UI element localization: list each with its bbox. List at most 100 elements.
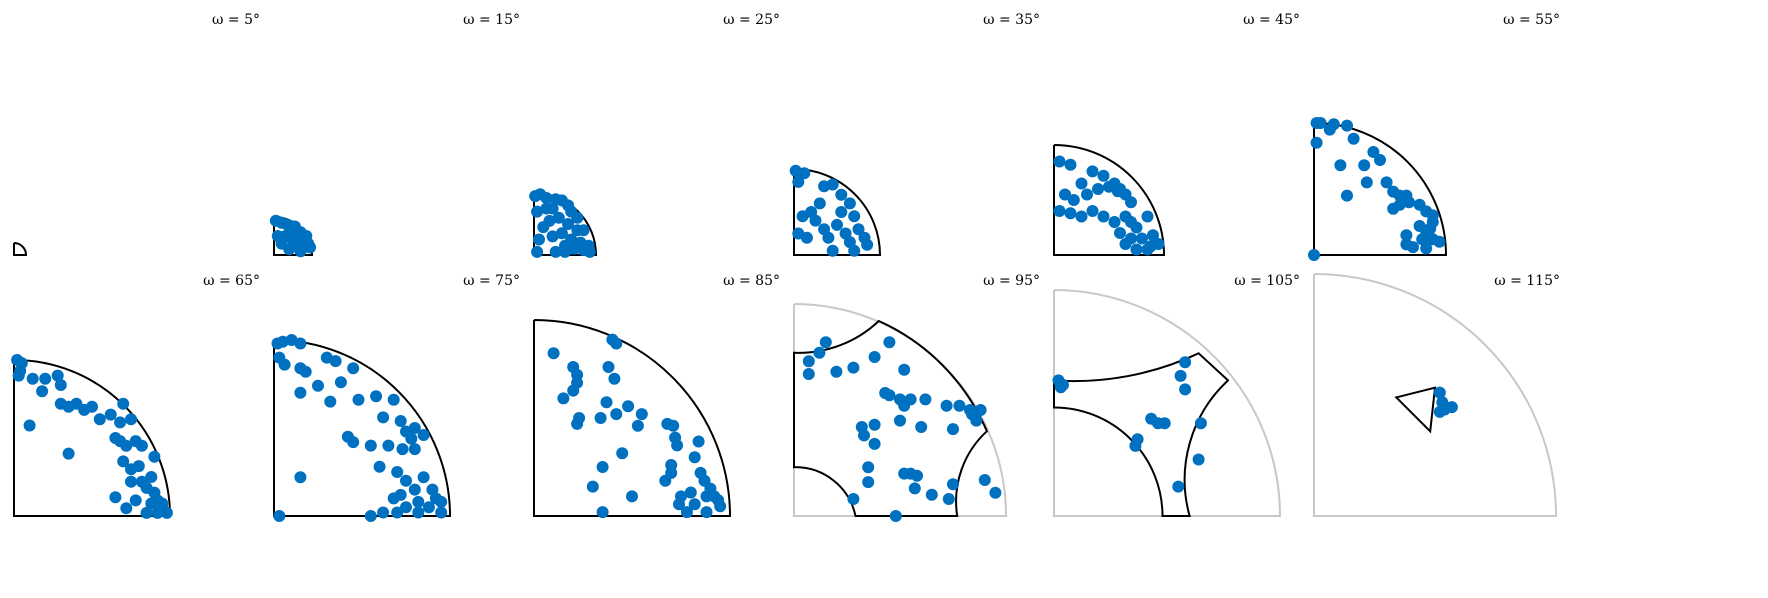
data-point (120, 502, 133, 515)
data-point (1075, 177, 1088, 190)
data-point (412, 506, 425, 519)
data-point (1308, 249, 1320, 261)
data-point (1147, 229, 1159, 242)
data-point (1053, 205, 1066, 217)
data-point (148, 450, 161, 463)
data-point (120, 439, 133, 452)
panel-title: ω = 115° (1494, 273, 1560, 289)
data-point (382, 439, 395, 452)
data-point (925, 488, 938, 501)
data-point (1341, 189, 1353, 202)
data-point (373, 460, 386, 473)
data-point (684, 486, 697, 499)
data-point (1136, 232, 1148, 245)
data-point (1323, 123, 1336, 136)
data-point (567, 384, 580, 397)
data-point (294, 337, 307, 350)
fundamental-zone-boundary (1053, 352, 1230, 517)
data-point (1433, 405, 1446, 418)
data-point (531, 245, 544, 258)
data-point (396, 443, 409, 456)
data-point (822, 231, 835, 244)
data-point (974, 404, 987, 416)
panel: ω = 25° (529, 12, 780, 258)
data-point (559, 245, 571, 258)
data-point (835, 188, 848, 201)
data-point (626, 490, 638, 503)
panel-title: ω = 15° (463, 12, 520, 28)
data-point (387, 393, 400, 406)
data-point (129, 494, 142, 507)
data-point (151, 506, 164, 519)
data-point (408, 422, 421, 434)
data-point (712, 494, 725, 507)
data-point (858, 429, 870, 442)
data-point (160, 506, 173, 519)
data-point (911, 469, 923, 482)
data-point (596, 461, 609, 473)
data-point (659, 474, 672, 487)
panel-title: ω = 25° (723, 12, 780, 28)
data-point (798, 167, 811, 180)
data-point (114, 416, 127, 429)
data-point (577, 244, 590, 256)
panel-title: ω = 5° (212, 12, 260, 28)
data-point (847, 493, 860, 505)
data-point (1433, 235, 1446, 248)
data-point (1374, 154, 1386, 166)
data-point (435, 506, 448, 519)
data-point (1086, 205, 1099, 217)
data-point (1367, 146, 1380, 158)
data-point (622, 400, 635, 413)
data-point (62, 447, 75, 460)
data-point (117, 455, 130, 468)
panels: ω = 5° ω = 15° ω = 25° ω = 35° ω = 45° ω = 55… (11, 12, 1560, 522)
data-point (104, 408, 117, 421)
data-point (953, 399, 966, 412)
data-point (889, 510, 902, 522)
data-point (1108, 216, 1121, 228)
data-point (600, 396, 613, 409)
data-point (329, 355, 342, 368)
data-point (132, 460, 145, 473)
outer-boundary (1053, 289, 1282, 517)
data-point (417, 429, 430, 441)
data-point (602, 361, 615, 373)
data-point (792, 175, 805, 188)
data-point (391, 466, 404, 478)
data-point (1129, 439, 1142, 452)
data-point (692, 435, 705, 448)
data-point (546, 230, 559, 243)
panel-title: ω = 95° (983, 273, 1040, 289)
data-point (93, 413, 106, 426)
data-point (802, 355, 815, 368)
fundamental-zone-boundary (793, 168, 882, 256)
data-point (531, 205, 544, 218)
data-point (1057, 378, 1069, 391)
data-point (435, 495, 448, 508)
data-point (1086, 165, 1099, 178)
data-point (1125, 196, 1137, 209)
data-point (868, 418, 881, 431)
data-point (422, 501, 435, 514)
data-point (156, 497, 169, 510)
data-point (557, 392, 570, 405)
data-point (894, 414, 906, 427)
data-point (125, 413, 137, 426)
data-point (377, 506, 390, 519)
panel-title: ω = 75° (463, 273, 520, 289)
data-point (312, 379, 324, 392)
data-point (852, 223, 865, 236)
data-point (819, 336, 832, 349)
data-point (1393, 198, 1406, 211)
data-point (140, 506, 153, 519)
data-point (847, 361, 860, 374)
data-point (394, 415, 407, 427)
data-point (616, 447, 629, 460)
fundamental-zone-boundary (13, 242, 28, 256)
data-point (23, 419, 36, 432)
data-point (826, 244, 839, 257)
data-point (596, 506, 609, 519)
data-point (688, 451, 701, 464)
data-point (324, 395, 337, 408)
